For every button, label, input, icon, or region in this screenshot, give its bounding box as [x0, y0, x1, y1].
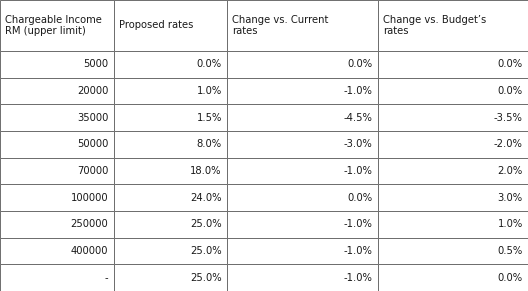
Bar	[378, 158, 528, 184]
Text: -1.0%: -1.0%	[343, 246, 372, 256]
Text: -1.0%: -1.0%	[343, 166, 372, 176]
Text: 100000: 100000	[71, 193, 108, 203]
Bar	[0, 238, 114, 264]
Text: 24.0%: 24.0%	[190, 193, 222, 203]
Bar	[227, 184, 378, 211]
Bar	[0, 158, 114, 184]
Text: Change vs. Current
rates: Change vs. Current rates	[232, 15, 329, 36]
Text: 1.0%: 1.0%	[497, 219, 523, 229]
Text: -1.0%: -1.0%	[343, 86, 372, 96]
Bar	[0, 0, 114, 51]
Text: 2.0%: 2.0%	[497, 166, 523, 176]
Bar	[0, 264, 114, 291]
Text: 0.5%: 0.5%	[497, 246, 523, 256]
Bar	[0, 78, 114, 104]
Text: 0.0%: 0.0%	[497, 86, 523, 96]
Bar	[227, 264, 378, 291]
Bar	[227, 238, 378, 264]
Text: 25.0%: 25.0%	[190, 273, 222, 283]
Bar	[114, 264, 227, 291]
Bar	[114, 238, 227, 264]
Text: 25.0%: 25.0%	[190, 219, 222, 229]
Text: Chargeable Income
RM (upper limit): Chargeable Income RM (upper limit)	[5, 15, 102, 36]
Bar	[114, 211, 227, 238]
Bar	[378, 184, 528, 211]
Bar	[114, 158, 227, 184]
Bar	[378, 264, 528, 291]
Text: 0.0%: 0.0%	[196, 59, 222, 69]
Text: -1.0%: -1.0%	[343, 273, 372, 283]
Bar	[227, 51, 378, 78]
Text: 1.0%: 1.0%	[196, 86, 222, 96]
Bar	[227, 211, 378, 238]
Bar	[0, 51, 114, 78]
Bar	[114, 184, 227, 211]
Text: 25.0%: 25.0%	[190, 246, 222, 256]
Bar	[114, 104, 227, 131]
Text: -4.5%: -4.5%	[343, 113, 372, 123]
Text: Proposed rates: Proposed rates	[119, 20, 193, 31]
Bar	[114, 51, 227, 78]
Bar	[227, 78, 378, 104]
Bar	[0, 104, 114, 131]
Bar	[378, 0, 528, 51]
Bar	[227, 0, 378, 51]
Bar	[378, 104, 528, 131]
Text: 20000: 20000	[77, 86, 108, 96]
Bar	[114, 0, 227, 51]
Text: 8.0%: 8.0%	[196, 139, 222, 149]
Text: 0.0%: 0.0%	[347, 59, 372, 69]
Bar	[227, 131, 378, 158]
Bar	[378, 238, 528, 264]
Bar	[378, 51, 528, 78]
Text: 0.0%: 0.0%	[497, 273, 523, 283]
Text: -3.5%: -3.5%	[494, 113, 523, 123]
Text: -3.0%: -3.0%	[344, 139, 372, 149]
Text: 1.5%: 1.5%	[196, 113, 222, 123]
Text: 35000: 35000	[77, 113, 108, 123]
Text: 18.0%: 18.0%	[190, 166, 222, 176]
Bar	[378, 78, 528, 104]
Text: 250000: 250000	[71, 219, 108, 229]
Text: Change vs. Budget’s
rates: Change vs. Budget’s rates	[383, 15, 486, 36]
Bar	[227, 158, 378, 184]
Bar	[0, 184, 114, 211]
Bar	[0, 131, 114, 158]
Text: 3.0%: 3.0%	[497, 193, 523, 203]
Text: 50000: 50000	[77, 139, 108, 149]
Bar	[378, 131, 528, 158]
Text: 0.0%: 0.0%	[347, 193, 372, 203]
Bar	[0, 211, 114, 238]
Text: 70000: 70000	[77, 166, 108, 176]
Bar	[378, 211, 528, 238]
Text: 400000: 400000	[71, 246, 108, 256]
Bar	[227, 104, 378, 131]
Bar	[114, 78, 227, 104]
Text: -2.0%: -2.0%	[494, 139, 523, 149]
Text: 0.0%: 0.0%	[497, 59, 523, 69]
Text: -1.0%: -1.0%	[343, 219, 372, 229]
Text: 5000: 5000	[83, 59, 108, 69]
Bar	[114, 131, 227, 158]
Text: -: -	[105, 273, 108, 283]
